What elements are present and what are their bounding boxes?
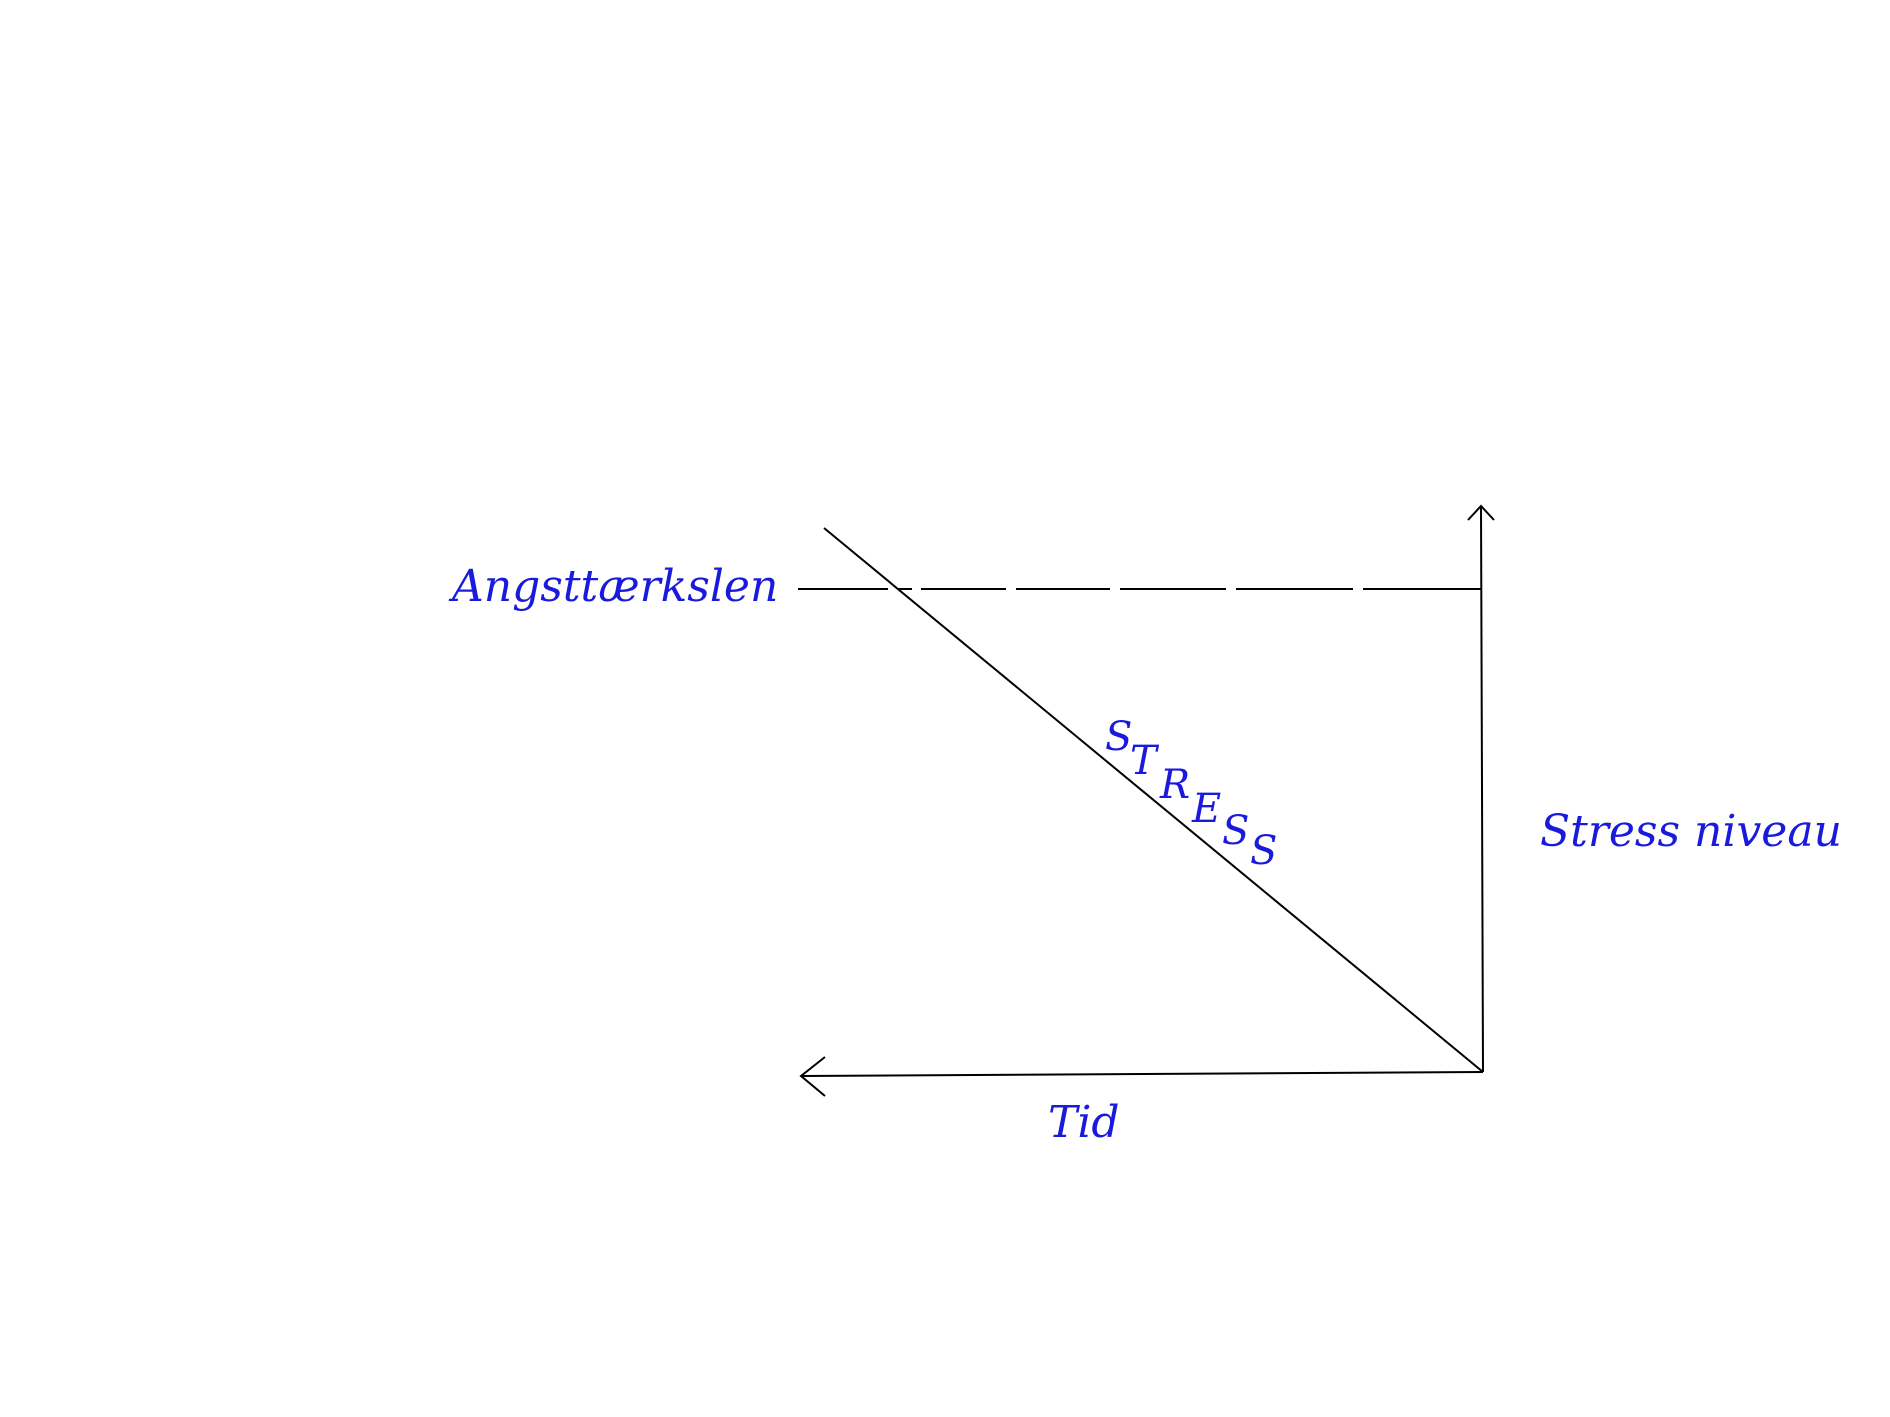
stress-letter: S: [1222, 808, 1249, 854]
y-axis-label: Stress niveau: [1540, 806, 1842, 857]
stress-letter: S: [1250, 828, 1277, 874]
stress-line: [823, 527, 1484, 1073]
y-axis: [1467, 504, 1495, 1073]
stress-letter: R: [1159, 762, 1190, 808]
threshold-label: Angsttærkslen: [448, 561, 778, 612]
stress-letter: T: [1130, 738, 1160, 784]
y-axis-arrowhead: [1467, 504, 1495, 521]
stress-word: S T R E S S: [1105, 714, 1277, 874]
x-axis-label: Tid: [1048, 1097, 1120, 1148]
stress-letter: S: [1105, 714, 1132, 760]
x-axis: [799, 1056, 1484, 1097]
x-axis-arrowhead: [799, 1056, 826, 1097]
stress-letter: E: [1191, 786, 1221, 832]
